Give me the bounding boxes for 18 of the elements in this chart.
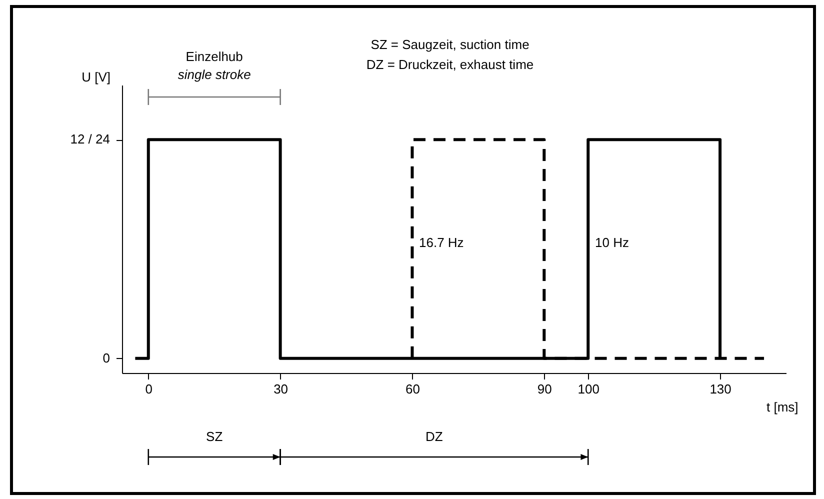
x-tick-label: 90: [537, 382, 552, 396]
annotation: 16.7 Hz: [419, 235, 464, 250]
text: DZ = Druckzeit, exhaust time: [366, 57, 534, 72]
text: single stroke: [178, 67, 251, 82]
text: 12 / 24: [70, 132, 110, 147]
y-axis-title: U [V]: [82, 70, 110, 84]
x-axis-title: t [ms]: [766, 400, 798, 414]
text: SZ: [206, 429, 223, 444]
annotation: 10 Hz: [595, 235, 629, 250]
x-tick-label: 100: [578, 382, 600, 396]
text: Einzelhub: [186, 49, 243, 64]
text: SZ = Saugzeit, suction time: [370, 37, 530, 52]
text: 0: [102, 350, 110, 366]
x-tick-label: 130: [710, 382, 732, 396]
x-tick-label: 0: [145, 382, 152, 396]
x-tick-label: 30: [274, 382, 288, 396]
x-tick-label: 60: [405, 382, 420, 396]
text: DZ: [426, 429, 443, 444]
